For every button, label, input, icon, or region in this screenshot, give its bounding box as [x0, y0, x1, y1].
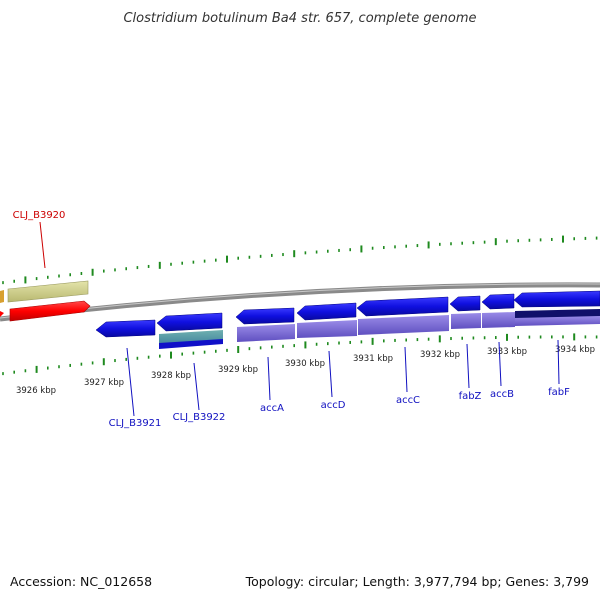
gene-accb[interactable] — [481, 293, 515, 310]
gene-label-cljb3922[interactable]: CLJ_B3922 — [173, 412, 226, 423]
gene-feature-red-partial[interactable] — [0, 311, 4, 317]
tick-label-3934: 3934 kbp — [555, 345, 595, 355]
gene-labels: CLJ_B3920 CLJ_B3921 CLJ_B3922 accA accD … — [13, 210, 571, 429]
gene-label-cljb3921[interactable]: CLJ_B3921 — [109, 418, 162, 429]
gene-fabf-cds[interactable] — [515, 316, 600, 326]
gene-acca-cds[interactable] — [237, 324, 295, 342]
tick-label-3933: 3933 kbp — [487, 347, 527, 357]
tick-label-3927: 3927 kbp — [84, 378, 124, 388]
tick-label-3926: 3926 kbp — [16, 386, 56, 396]
accession-text: Accession: NC_012658 — [10, 574, 152, 589]
gene-label-cljb3920[interactable]: CLJ_B3920 — [13, 210, 66, 221]
gene-label-fabz[interactable]: fabZ — [459, 391, 482, 402]
tick-marks-lower — [2, 333, 598, 376]
tick-marks-upper — [2, 235, 598, 285]
tick-label-3932: 3932 kbp — [420, 350, 460, 360]
gene-cljb3920[interactable] — [9, 300, 91, 322]
gene-label-accc[interactable]: accC — [396, 395, 420, 406]
gene-feature-khaki-partial[interactable] — [0, 290, 4, 303]
gene-fabz[interactable] — [449, 295, 481, 312]
gene-cljb3922[interactable] — [156, 312, 223, 332]
gene-label-accb[interactable]: accB — [490, 389, 514, 400]
gene-accc-cds[interactable] — [358, 315, 449, 335]
gene-label-leaders — [39, 221, 560, 417]
gene-label-acca[interactable]: accA — [260, 403, 284, 414]
gene-fabf[interactable] — [513, 290, 600, 308]
gene-label-fabf[interactable]: fabF — [548, 387, 570, 398]
gene-cljb3921[interactable] — [95, 319, 156, 338]
gene-cljb3922-cds-edge[interactable] — [159, 339, 223, 349]
gene-accb-cds[interactable] — [482, 312, 515, 328]
tick-label-3931: 3931 kbp — [353, 354, 393, 364]
tick-label-3930: 3930 kbp — [285, 359, 325, 369]
gene-fabz-cds[interactable] — [451, 313, 481, 329]
gene-accd-cds[interactable] — [297, 320, 357, 338]
gene-feature-khaki[interactable] — [7, 280, 89, 303]
map-title: Clostridium botulinum Ba4 str. 657, comp… — [123, 11, 476, 26]
tick-labels: 3926 kbp 3927 kbp 3928 kbp 3929 kbp 3930… — [16, 345, 595, 396]
tick-label-3929: 3929 kbp — [218, 365, 258, 375]
tick-label-3928: 3928 kbp — [151, 371, 191, 381]
gene-label-accd[interactable]: accD — [321, 400, 346, 411]
topology-summary-text: Topology: circular; Length: 3,977,794 bp… — [245, 574, 589, 589]
gene-acca[interactable] — [235, 307, 295, 325]
gene-accc[interactable] — [356, 296, 449, 317]
gene-accd[interactable] — [296, 302, 357, 321]
